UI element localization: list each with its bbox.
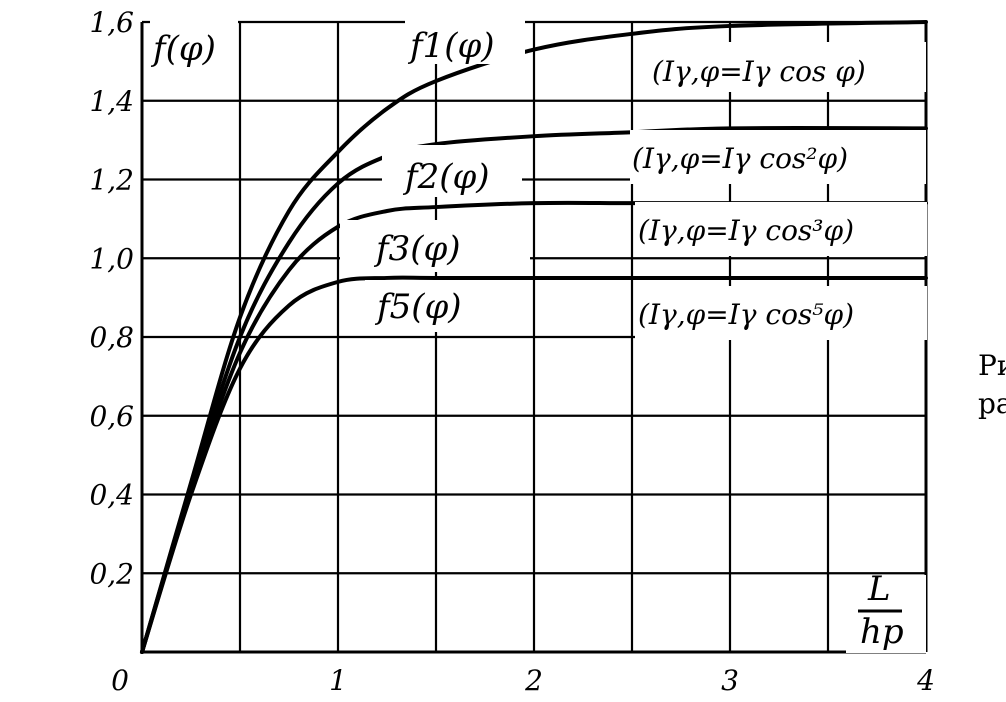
formula-label-3: (Iγ,φ=Iγ cos³φ): [638, 214, 854, 247]
x-axis-label-numerator: L: [867, 569, 891, 609]
y-axis-label: f(φ): [150, 29, 216, 69]
tick-labels: 0,2 0,4 0,6 0,8 1,0 1,2 1,4 1,6 0 1 2 3 4: [89, 6, 934, 697]
formula-label-2: (Iγ,φ=Iγ cos²φ): [632, 142, 848, 175]
x-axis-label-denominator: hp: [860, 612, 904, 652]
x-tick-label: 2: [524, 664, 543, 697]
formula-label-1: (Iγ,φ=Iγ cos φ): [652, 55, 866, 88]
mask-xlabel: [846, 575, 926, 653]
mask-formula2: [630, 130, 926, 184]
mask-formula1: [648, 42, 926, 92]
y-tick-label: 0,8: [89, 321, 134, 354]
series-label-f2: f2(φ): [402, 157, 490, 197]
formula-label-5: (Iγ,φ=Iγ cos⁵φ): [638, 298, 854, 331]
mask-formula5: [635, 286, 927, 340]
mask-f2: [382, 145, 522, 197]
y-tick-label: 0,2: [89, 557, 134, 590]
caption-line-2: ра: [978, 387, 1006, 420]
x-tick-label: 1: [329, 664, 347, 697]
x-tick-label: 0: [111, 664, 129, 697]
mask-formula3: [635, 202, 927, 256]
y-tick-label: 1,2: [89, 164, 134, 197]
y-tick-label: 1,6: [89, 6, 134, 39]
mask-f3: [340, 220, 530, 272]
curve-f5: [140, 275, 928, 654]
curve-f1: [140, 20, 928, 654]
y-tick-label: 1,0: [89, 242, 134, 275]
mask-f5: [365, 280, 505, 332]
x-tick-label: 3: [721, 664, 739, 697]
y-tick-label: 0,6: [89, 400, 134, 433]
y-tick-label: 1,4: [89, 85, 134, 118]
x-tick-label: 4: [916, 664, 935, 697]
caption-line-1: Ри: [978, 349, 1006, 382]
label-masks: [150, 18, 927, 653]
y-tick-label: 0,4: [89, 479, 134, 512]
series-label-f1: f1(φ): [407, 26, 495, 66]
series-label-f3: f3(φ): [373, 229, 461, 269]
mask-f1: [405, 18, 525, 64]
series-label-f5: f5(φ): [374, 287, 462, 327]
mask-ylabel: [150, 20, 238, 70]
